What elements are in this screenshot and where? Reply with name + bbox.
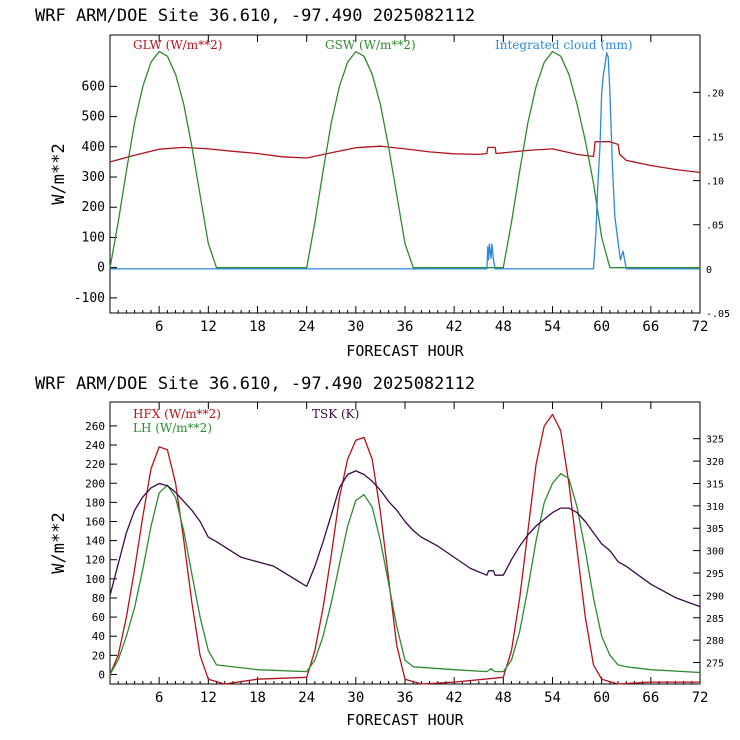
x-tick-label: 66	[642, 319, 659, 335]
y2-tick-label: 275	[706, 659, 724, 670]
y-axis-label: W/m**2	[49, 143, 69, 204]
y2-tick-label: 320	[706, 457, 724, 468]
y-tick-label: 0	[97, 261, 105, 276]
y2-tick-label: 280	[706, 636, 724, 647]
x-tick-label: 12	[200, 690, 217, 706]
y2-tick-label: 290	[706, 591, 724, 602]
x-tick-label: 72	[692, 319, 709, 335]
x-tick-label: 6	[155, 319, 163, 335]
y2-tick-label: 285	[706, 614, 724, 625]
y-tick-label: 100	[82, 230, 105, 245]
chart-title: WRF ARM/DOE Site 36.610, -97.490 2025082…	[35, 374, 475, 394]
y-tick-label: 100	[85, 573, 105, 586]
y2-tick-label: 310	[706, 502, 724, 513]
x-tick-label: 60	[593, 690, 610, 706]
legend-label-lh: LH (W/m**2)	[133, 421, 212, 435]
y2-tick-label: .15	[706, 132, 724, 143]
x-tick-label: 60	[593, 319, 610, 335]
x-tick-label: 42	[446, 319, 463, 335]
y2-tick-label: 305	[706, 524, 724, 535]
x-axis-label: FORECAST HOUR	[346, 711, 464, 729]
y-axis-label: W/m**2	[49, 512, 69, 573]
x-tick-label: 6	[155, 690, 163, 706]
y-tick-label: 160	[85, 515, 105, 528]
series-line-integrated	[110, 52, 700, 270]
x-tick-label: 18	[249, 319, 266, 335]
chart-panel-1: WRF ARM/DOE Site 36.610, -97.490 2025082…	[35, 6, 730, 360]
x-tick-label: 12	[200, 319, 217, 335]
y-tick-label: 300	[82, 170, 105, 185]
series-line-gsw	[109, 50, 700, 269]
x-tick-label: 48	[495, 319, 512, 335]
y-tick-label: 140	[85, 535, 105, 548]
y2-tick-label: .05	[706, 221, 724, 232]
x-tick-label: 36	[397, 690, 414, 706]
series-line-glw	[109, 141, 701, 174]
y-tick-label: 260	[85, 420, 105, 433]
y-tick-label: 180	[85, 496, 105, 509]
x-tick-label: 54	[544, 319, 561, 335]
y-tick-label: 120	[85, 554, 105, 567]
x-tick-label: 24	[298, 690, 315, 706]
legend-label-tsk: TSK (K)	[312, 407, 359, 421]
x-tick-label: 54	[544, 690, 561, 706]
series-line-tsk	[109, 470, 701, 608]
y-tick-label: 500	[82, 110, 105, 125]
y-tick-label: 600	[82, 79, 105, 94]
y-tick-label: 0	[98, 668, 105, 681]
series-line-hfx	[109, 413, 700, 685]
y-tick-label: 80	[92, 592, 105, 605]
x-tick-label: 72	[692, 690, 709, 706]
y-tick-label: -100	[74, 291, 105, 306]
y-tick-label: 400	[82, 140, 105, 155]
y2-tick-label: -.05	[706, 309, 730, 320]
y2-tick-label: .20	[706, 88, 724, 99]
y2-tick-label: 325	[706, 435, 724, 446]
y2-tick-label: 315	[706, 479, 724, 490]
x-tick-label: 30	[347, 319, 364, 335]
y-tick-label: 200	[82, 200, 105, 215]
legend-label-integrated: Integrated cloud (mm)	[495, 38, 633, 52]
y-tick-label: 200	[85, 477, 105, 490]
x-tick-label: 36	[397, 319, 414, 335]
x-tick-label: 48	[495, 690, 512, 706]
chart-title: WRF ARM/DOE Site 36.610, -97.490 2025082…	[35, 6, 475, 26]
chart-panel-2: WRF ARM/DOE Site 36.610, -97.490 2025082…	[35, 374, 724, 729]
legend-label-glw: GLW (W/m**2)	[133, 38, 222, 52]
series-line-lh	[109, 473, 701, 675]
y2-tick-label: 0	[706, 265, 712, 276]
y2-tick-label: 300	[706, 547, 724, 558]
x-axis-label: FORECAST HOUR	[346, 342, 464, 360]
x-tick-label: 24	[298, 319, 315, 335]
x-tick-label: 30	[347, 690, 364, 706]
y2-tick-label: 295	[706, 569, 724, 580]
y-tick-label: 240	[85, 439, 105, 452]
y-tick-label: 60	[92, 611, 105, 624]
x-tick-label: 42	[446, 690, 463, 706]
x-tick-label: 66	[642, 690, 659, 706]
y-tick-label: 40	[92, 630, 105, 643]
legend-label-gsw: GSW (W/m**2)	[325, 38, 416, 52]
y2-tick-label: .10	[706, 177, 724, 188]
x-tick-label: 18	[249, 690, 266, 706]
y-tick-label: 220	[85, 458, 105, 471]
legend-label-hfx: HFX (W/m**2)	[133, 407, 221, 421]
y-tick-label: 20	[92, 649, 105, 662]
